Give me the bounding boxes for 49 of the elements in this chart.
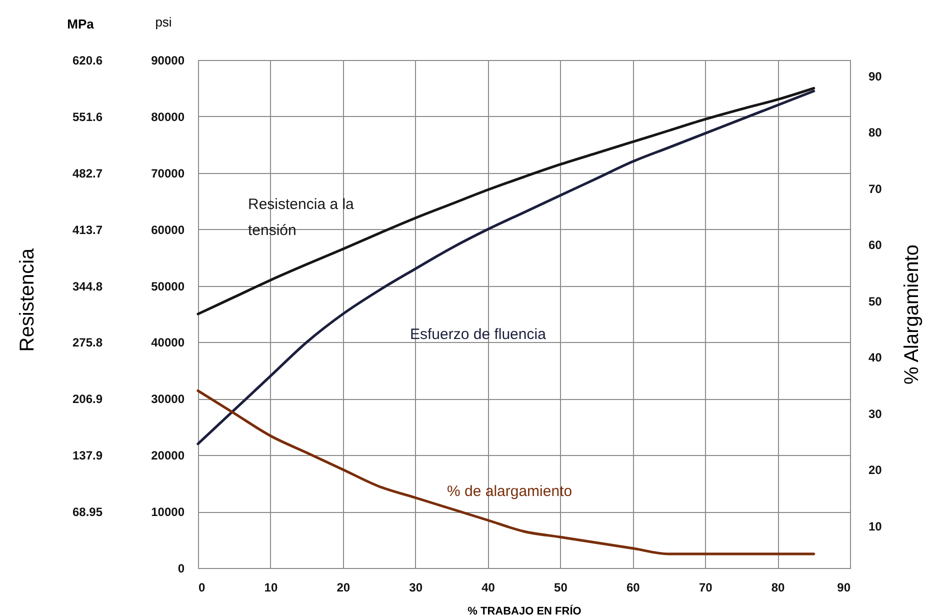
y-tick-label: 70000 <box>151 166 185 180</box>
x-tick-label: 50 <box>554 580 568 594</box>
x-tick-label: 60 <box>626 580 640 594</box>
x-tick-label: 40 <box>482 580 496 594</box>
y3-tick-label: 551.6 <box>72 110 103 124</box>
x-tick-label: 70 <box>698 580 713 594</box>
y3-tick-label: 137.9 <box>72 448 103 463</box>
y2-tick-label: 80 <box>868 126 882 140</box>
y-tick-label: 0 <box>178 562 185 576</box>
text: Esfuerzo de fluencia <box>410 325 547 345</box>
y3-tick-label: 344.8 <box>72 279 103 294</box>
line-series <box>196 389 816 556</box>
x-axis-title: % TRABAJO EN FRÍO <box>468 604 582 616</box>
y2-tick-label: 50 <box>868 294 882 308</box>
x-tick-label: 0 <box>198 580 206 594</box>
y-tick-label: 90000 <box>151 54 185 68</box>
y2-tick-label: 90 <box>868 69 882 84</box>
x-tick-label: 90 <box>837 580 851 594</box>
y-axis-title: psi <box>155 14 172 30</box>
y2-tick-label: 60 <box>868 238 882 252</box>
y3-tick-label: 275.8 <box>72 336 103 350</box>
x-tick-label: 20 <box>336 580 350 594</box>
y-tick-label: 30000 <box>151 392 185 406</box>
y2-tick-label: 30 <box>868 406 882 421</box>
y3-tick-label: 482.7 <box>72 166 103 180</box>
x-tick-label: 80 <box>771 580 786 594</box>
y2-axis-title: % Alargamiento <box>900 244 923 385</box>
y-tick-label: 60000 <box>151 222 185 237</box>
x-tick-label: 30 <box>409 580 423 594</box>
y3-tick-label: 206.9 <box>72 392 103 406</box>
y3-tick-label: 620.6 <box>72 54 103 68</box>
y3-tick-label: 68.95 <box>72 505 103 520</box>
y2-tick-label: 70 <box>868 182 882 196</box>
text: Resistencia <box>16 248 40 352</box>
y-tick-label: 40000 <box>151 336 185 350</box>
y2-tick-label: 20 <box>868 463 882 478</box>
line-series <box>196 90 816 446</box>
y-tick-label: 80000 <box>151 110 185 124</box>
x-tick-label: 10 <box>264 580 278 594</box>
y2-tick-label: 10 <box>868 519 882 534</box>
y-tick-label: 50000 <box>151 279 185 294</box>
y2-tick-label: 40 <box>868 350 882 365</box>
line-series <box>196 86 816 316</box>
y3-tick-label: 413.7 <box>72 222 103 237</box>
y3-axis-title: MPa <box>67 16 95 32</box>
series-label: % de alargamiento <box>447 482 574 502</box>
y-tick-label: 20000 <box>151 448 185 463</box>
series-label: Resistencia a la tensión <box>248 195 355 241</box>
y-tick-label: 10000 <box>151 505 185 520</box>
